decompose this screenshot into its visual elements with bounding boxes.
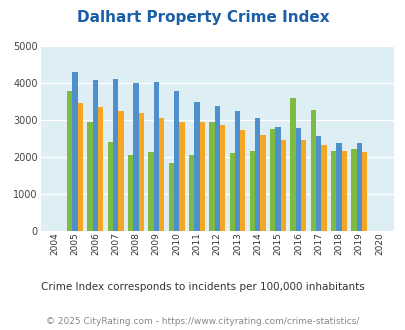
Bar	[72, 72, 77, 231]
Bar	[128, 155, 133, 231]
Bar	[194, 102, 199, 231]
Bar	[87, 122, 92, 231]
Bar	[335, 143, 341, 231]
Bar	[295, 128, 301, 231]
Bar	[77, 104, 83, 231]
Bar	[92, 81, 98, 231]
Bar	[300, 141, 305, 231]
Bar	[113, 80, 118, 231]
Bar	[173, 90, 179, 231]
Bar	[351, 149, 356, 231]
Text: © 2025 CityRating.com - https://www.cityrating.com/crime-statistics/: © 2025 CityRating.com - https://www.city…	[46, 317, 359, 326]
Bar	[234, 111, 239, 231]
Bar	[290, 98, 295, 231]
Bar	[321, 145, 326, 231]
Bar	[254, 118, 260, 231]
Bar	[260, 135, 265, 231]
Bar	[249, 150, 255, 231]
Bar	[189, 155, 194, 231]
Bar	[138, 113, 143, 231]
Bar	[209, 122, 214, 231]
Bar	[179, 122, 184, 231]
Bar	[356, 143, 361, 231]
Text: Crime Index corresponds to incidents per 100,000 inhabitants: Crime Index corresponds to incidents per…	[41, 282, 364, 292]
Bar	[361, 152, 367, 231]
Bar	[240, 130, 245, 231]
Bar	[280, 140, 285, 231]
Text: Dalhart Property Crime Index: Dalhart Property Crime Index	[77, 10, 328, 25]
Bar	[220, 125, 224, 231]
Bar	[270, 129, 275, 231]
Bar	[133, 83, 138, 231]
Bar	[153, 82, 159, 231]
Bar	[67, 90, 72, 231]
Bar	[214, 106, 220, 231]
Bar	[275, 127, 280, 231]
Bar	[315, 136, 321, 231]
Bar	[330, 150, 336, 231]
Bar	[158, 118, 164, 231]
Bar	[98, 107, 103, 231]
Bar	[310, 110, 315, 231]
Bar	[341, 150, 346, 231]
Bar	[229, 153, 234, 231]
Bar	[108, 142, 113, 231]
Bar	[118, 111, 123, 231]
Bar	[148, 151, 153, 231]
Bar	[199, 122, 205, 231]
Bar	[168, 163, 173, 231]
